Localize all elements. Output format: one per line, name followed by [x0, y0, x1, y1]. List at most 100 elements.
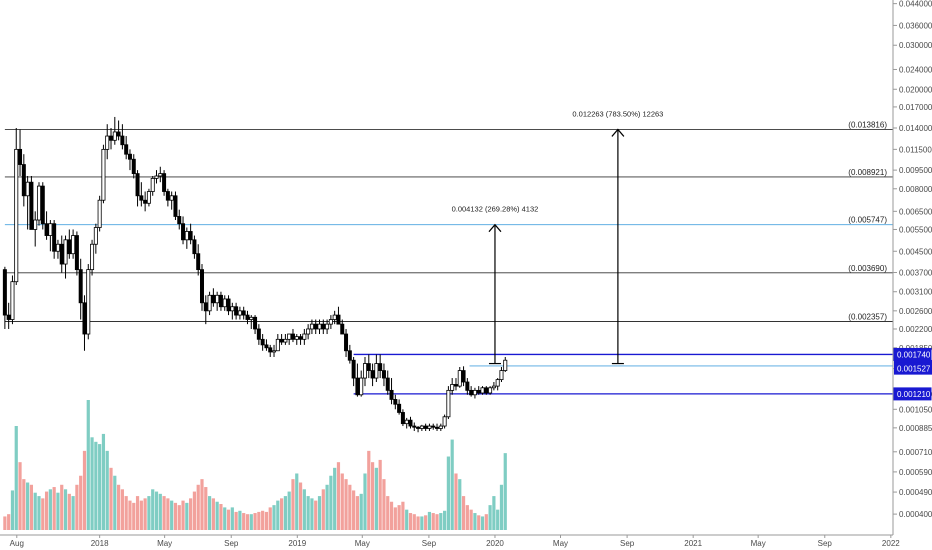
- candle-body: [321, 323, 326, 330]
- level-label: (0.013816): [848, 120, 887, 129]
- candle-body: [302, 333, 307, 340]
- candle-body: [14, 148, 19, 283]
- candle-body: [381, 370, 386, 379]
- candle-body: [355, 377, 360, 396]
- volume-bar: [211, 498, 215, 530]
- volume-bar: [480, 516, 485, 530]
- candle-body: [370, 370, 375, 379]
- candle-body: [135, 173, 140, 197]
- volume-bar: [41, 498, 45, 530]
- candle-body: [385, 377, 390, 391]
- candle-body: [378, 363, 383, 371]
- price-tick-label: 0.017000: [899, 103, 932, 112]
- volume-bar: [408, 513, 413, 530]
- volume-bar: [147, 496, 151, 530]
- volume-bar: [82, 450, 87, 530]
- candle-body: [340, 323, 345, 335]
- candle-body: [499, 370, 504, 381]
- volume-bar: [310, 498, 314, 530]
- candle-body: [109, 135, 114, 141]
- volume-bar: [314, 500, 318, 530]
- volume-bar: [272, 505, 276, 530]
- candle-body: [203, 302, 208, 312]
- candle-body: [74, 235, 79, 271]
- volume-bar: [359, 493, 363, 530]
- candle-body: [215, 294, 220, 304]
- candle-body: [374, 363, 379, 379]
- candle-body: [188, 231, 193, 241]
- candle-body: [59, 243, 64, 265]
- candle-body: [33, 219, 38, 230]
- volume-bar: [139, 500, 143, 530]
- candle-body: [416, 426, 421, 429]
- volume-bar: [116, 484, 121, 530]
- volume-bar: [477, 515, 481, 530]
- candle-body: [457, 370, 462, 387]
- volume-bar: [302, 489, 306, 530]
- time-tick-label: May: [355, 539, 370, 548]
- candle-body: [131, 158, 136, 174]
- volume-bar: [238, 510, 242, 530]
- volume-bar: [7, 514, 11, 530]
- volume-bar: [336, 462, 341, 530]
- price-tick-label: 0.044000: [899, 0, 932, 9]
- volume-bar: [29, 484, 34, 530]
- volume-bar: [109, 467, 113, 530]
- candle-body: [165, 191, 170, 201]
- candle-body: [290, 333, 295, 340]
- volume-bar: [317, 496, 322, 530]
- volume-bar: [488, 505, 492, 530]
- candle-body: [453, 384, 458, 387]
- level-label: (0.003690): [848, 264, 887, 273]
- candle-body: [309, 323, 314, 330]
- time-tick-label: 2020: [486, 539, 504, 548]
- volume-bar: [298, 482, 303, 530]
- volume-bar: [295, 473, 299, 530]
- volume-bar: [207, 496, 212, 530]
- candle-body: [347, 350, 352, 361]
- volume-bar: [52, 487, 56, 530]
- candle-body: [272, 350, 277, 353]
- volume-bar: [499, 484, 504, 530]
- level-label: (0.002357): [848, 312, 887, 321]
- candle-body: [495, 379, 500, 387]
- candle-body: [408, 419, 413, 427]
- candle-body: [469, 389, 474, 396]
- volume-bar: [412, 514, 416, 530]
- volume-bar: [416, 516, 420, 530]
- measure-label: 0.012263 (783.50%) 12263: [572, 109, 663, 118]
- candle-body: [101, 148, 106, 201]
- measure-label: 0.004132 (269.28%) 4132: [452, 205, 539, 214]
- volume-bar: [503, 453, 507, 530]
- candle-body: [268, 347, 273, 353]
- candle-body: [480, 387, 485, 394]
- volume-bar: [344, 479, 348, 530]
- candle-body: [245, 314, 250, 320]
- volume-bar: [226, 509, 231, 530]
- time-tick-label: 2018: [91, 539, 109, 548]
- volume-bar: [355, 496, 360, 530]
- volume-bar: [253, 513, 257, 530]
- volume-bar: [98, 444, 102, 530]
- volume-bar: [242, 513, 246, 530]
- volume-bar: [75, 484, 79, 530]
- candlesticks: [2, 116, 508, 433]
- volume-bar: [120, 489, 124, 530]
- candle-body: [298, 336, 303, 340]
- candle-body: [362, 363, 367, 379]
- volume-bar: [291, 479, 295, 530]
- price-tag-label: 0.001740: [897, 350, 931, 359]
- volume-bar: [321, 489, 325, 530]
- volume-bar: [14, 426, 18, 530]
- price-tick-label: 0.004500: [899, 247, 932, 256]
- volume-bar: [496, 509, 500, 530]
- volume-bar: [340, 473, 344, 530]
- volume-bar: [261, 510, 265, 530]
- volume-bar: [280, 498, 284, 530]
- level-label: (0.005747): [848, 216, 887, 225]
- volume-bar: [492, 496, 496, 530]
- candle-body: [86, 269, 91, 335]
- volume-bar: [166, 498, 170, 530]
- volume-bar: [219, 504, 223, 530]
